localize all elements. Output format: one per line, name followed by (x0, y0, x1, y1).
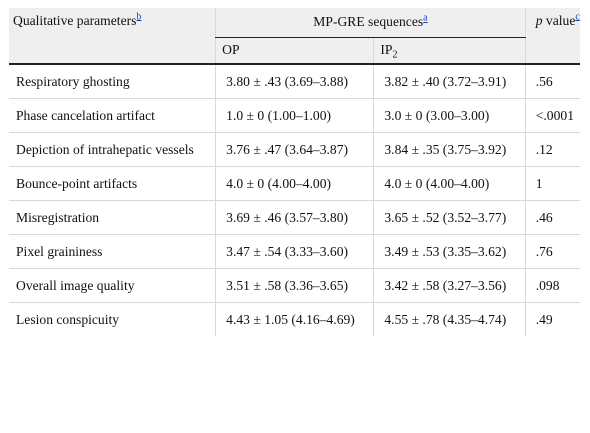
param-cell: Lesion conspicuity (16, 311, 120, 327)
op-value-cell: 1.0 ± 0 (1.00–1.00) (215, 98, 374, 133)
table-row: Pixel graininess 3.47 ± .54 (3.33–3.60) … (9, 234, 580, 269)
p-value-cell: .56 (524, 63, 580, 99)
op-header-text: OP (222, 42, 240, 57)
table-row: Misregistration 3.69 ± .46 (3.57–3.80) 3… (9, 200, 580, 235)
op-value-cell: 3.47 ± .54 (3.33–3.60) (215, 234, 374, 269)
p-italic-text: p (535, 13, 543, 28)
op-value-cell: 4.0 ± 0 (4.00–4.00) (215, 166, 374, 201)
header-row-top: Qualitative parametersb MP-GRE sequences… (9, 8, 580, 38)
param-cell: Phase cancelation artifact (9, 98, 216, 133)
footnote-link-a[interactable]: a (423, 12, 428, 24)
param-cell: Depiction of intrahepatic vessels (9, 132, 216, 167)
ip-header-text: IP (380, 42, 393, 57)
p-value-cell: .76 (524, 234, 580, 269)
sequences-header-text: MP-GRE sequences (313, 14, 424, 30)
p-value-cell: .46 (524, 200, 580, 235)
p-value-header-text: value (542, 13, 576, 28)
table-body: Respiratory ghosting 3.80 ± .43 (3.69–3.… (9, 63, 580, 336)
footnote-link-b[interactable]: b (136, 11, 142, 23)
table-row: Phase cancelation artifact 1.0 ± 0 (1.00… (9, 98, 580, 133)
table-header: Qualitative parametersb MP-GRE sequences… (9, 8, 580, 65)
param-cell: Misregistration (9, 200, 216, 235)
table-row: Overall image quality 3.51 ± .58 (3.36–3… (9, 268, 580, 303)
results-table: Qualitative parametersb MP-GRE sequences… (9, 8, 580, 336)
ip-header-subscript: 2 (392, 49, 398, 61)
ip-value-cell: 3.0 ± 0 (3.00–3.00) (373, 98, 526, 133)
sequences-column-header: MP-GRE sequencesa (215, 8, 526, 38)
ip-value-cell: 3.82 ± .40 (3.72–3.91) (373, 63, 526, 99)
header-row-bottom: OP IP2 (9, 37, 580, 65)
ip-value-cell: 3.42 ± .58 (3.27–3.56) (373, 268, 526, 303)
op-value-cell: 4.43 ± 1.05 (4.16–4.69) (215, 302, 374, 336)
ip-value-cell: 4.0 ± 0 (4.00–4.00) (373, 166, 526, 201)
p-value-cell: .49 (524, 302, 580, 336)
param-header-spacer (9, 37, 216, 65)
op-column-header: OP (215, 37, 374, 65)
op-value-cell: 3.76 ± .47 (3.64–3.87) (215, 132, 374, 167)
op-value-cell: 3.51 ± .58 (3.36–3.65) (215, 268, 374, 303)
footnote-link-c[interactable]: c (575, 11, 580, 23)
ip-value-cell: 4.55 ± .78 (4.35–4.74) (373, 302, 526, 336)
op-value-cell: 3.69 ± .46 (3.57–3.80) (215, 200, 374, 235)
op-value-cell: 3.80 ± .43 (3.69–3.88) (215, 63, 374, 99)
param-cell: Bounce-point artifacts (9, 166, 216, 201)
param-cell: Overall image quality (9, 268, 216, 303)
table-row: Depiction of intrahepatic vessels 3.76 ±… (9, 132, 580, 167)
table-row: Lesion conspicuity 4.43 ± 1.05 (4.16–4.6… (9, 302, 580, 336)
p-value-column-header: p valuec (524, 8, 580, 37)
ip-value-cell: 3.84 ± .35 (3.75–3.92) (373, 132, 526, 167)
table-row: Respiratory ghosting 3.80 ± .43 (3.69–3.… (9, 63, 580, 99)
param-cell: Pixel graininess (9, 234, 216, 269)
p-value-cell: 1 (524, 166, 580, 201)
ip-value-cell: 3.65 ± .52 (3.52–3.77) (373, 200, 526, 235)
p-value-header-spacer (524, 37, 580, 65)
p-value-cell: .12 (524, 132, 580, 167)
p-value-cell: .098 (524, 268, 580, 303)
param-header-text: Qualitative parameters (13, 13, 137, 28)
param-column-header: Qualitative parametersb (9, 8, 216, 37)
param-cell: Respiratory ghosting (9, 63, 216, 99)
table-row: Bounce-point artifacts 4.0 ± 0 (4.00–4.0… (9, 166, 580, 201)
ip-column-header: IP2 (373, 37, 526, 65)
ip-value-cell: 3.49 ± .53 (3.35–3.62) (373, 234, 526, 269)
p-value-cell: <.0001 (524, 98, 580, 133)
